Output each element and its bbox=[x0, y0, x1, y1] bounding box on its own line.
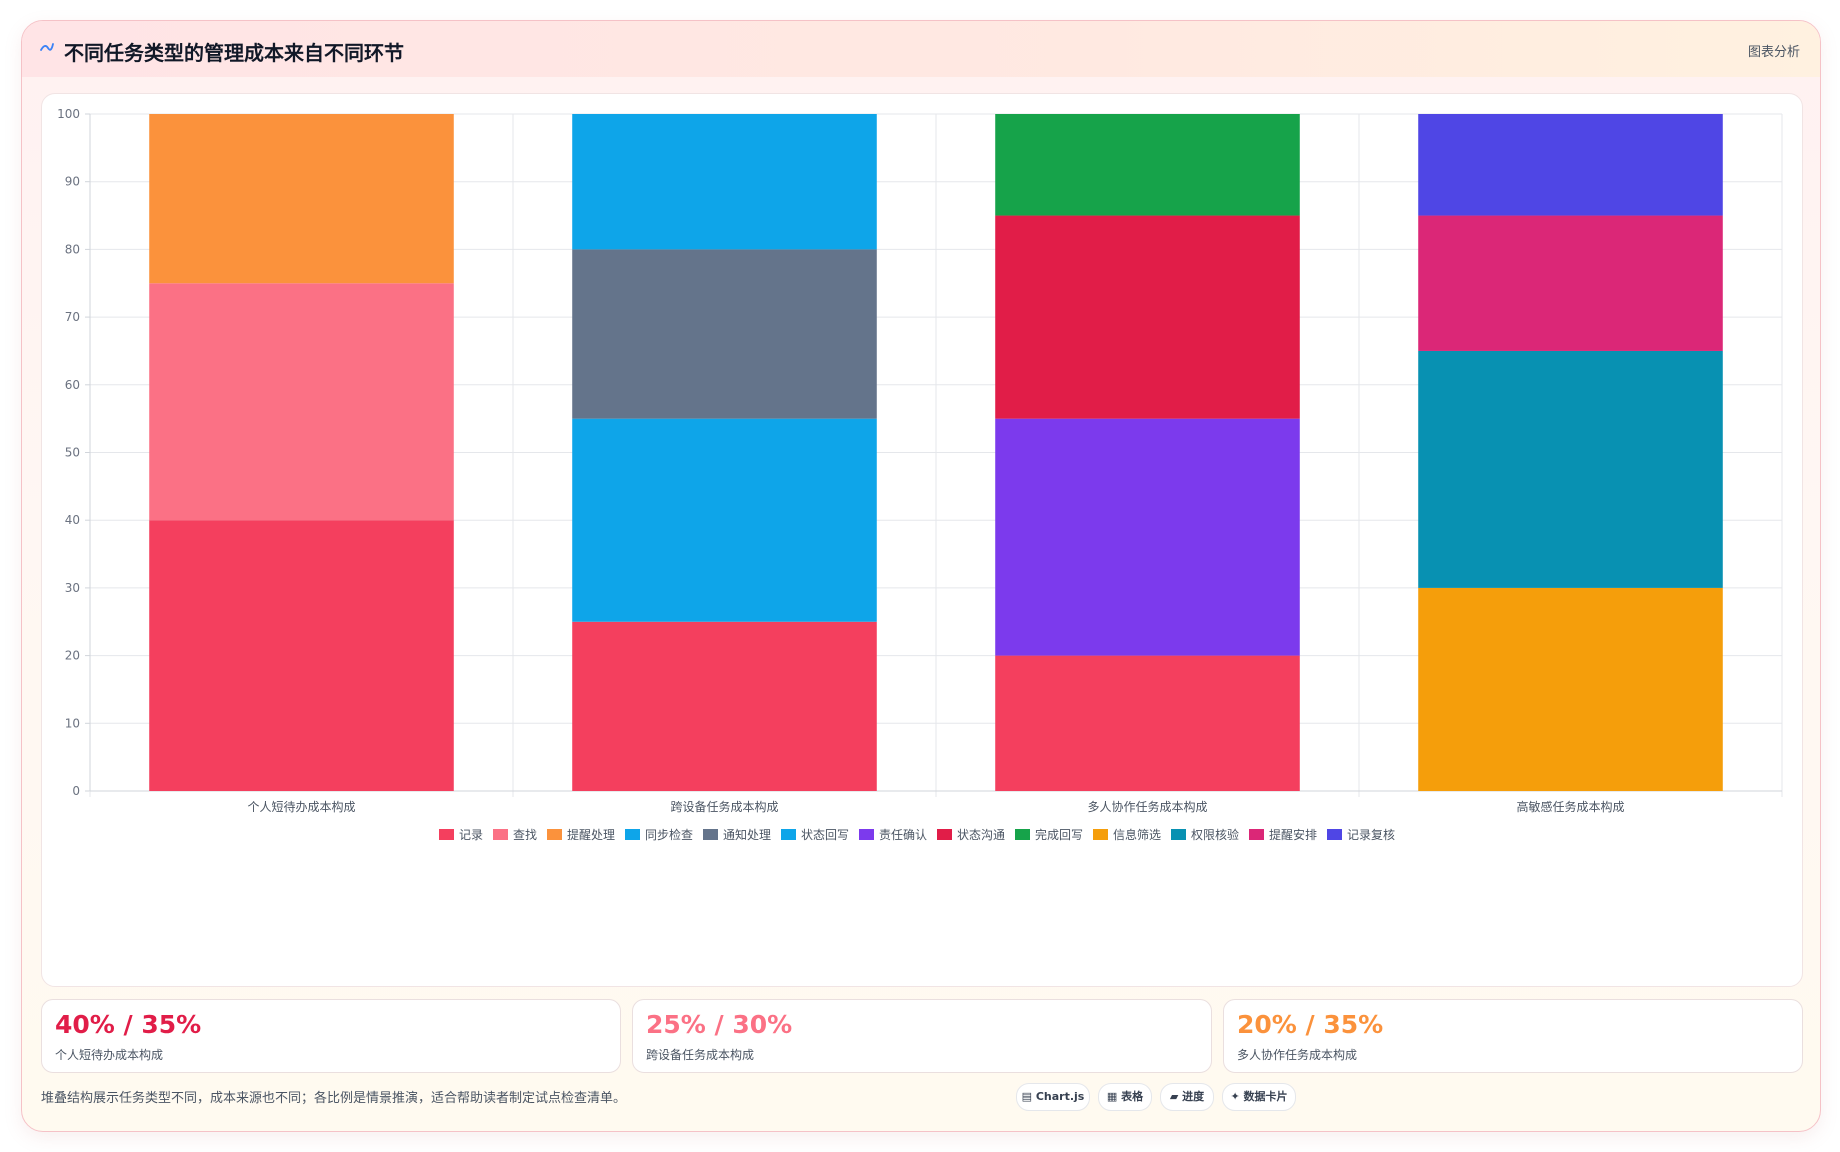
legend-swatch bbox=[1171, 829, 1186, 840]
footer-note: 堆叠结构展示任务类型不同，成本来源也不同；各比例是情景推演，适合帮助读者制定试点… bbox=[41, 1091, 627, 1106]
y-tick-label: 20 bbox=[65, 649, 80, 663]
page-title: 不同任务类型的管理成本来自不同环节 bbox=[64, 41, 404, 65]
legend-swatch bbox=[625, 829, 640, 840]
legend-item-label: 状态回写 bbox=[801, 828, 849, 842]
bar-segment bbox=[572, 249, 877, 419]
legend-swatch bbox=[937, 829, 952, 840]
legend-item-label: 提醒安排 bbox=[1269, 827, 1317, 842]
y-tick-label: 60 bbox=[65, 378, 80, 392]
stat-label: 个人短待办成本构成 bbox=[55, 1048, 164, 1062]
y-tick-label: 80 bbox=[65, 242, 80, 256]
bar-segment bbox=[572, 114, 877, 250]
legend-item-label: 权限核验 bbox=[1191, 827, 1239, 842]
stat-card-2: 25% / 30% 跨设备任务成本构成 bbox=[632, 999, 1212, 1073]
legend-swatch bbox=[547, 829, 562, 840]
bar-segment bbox=[149, 114, 454, 284]
legend-swatch bbox=[781, 829, 796, 840]
legend-item-label: 责任确认 bbox=[879, 828, 927, 842]
x-tick-label: 个人短待办成本构成 bbox=[247, 799, 355, 814]
bar-segment bbox=[995, 655, 1300, 791]
legend-swatch bbox=[1015, 829, 1030, 840]
chip-data-card[interactable]: ✦ 数据卡片 bbox=[1222, 1083, 1296, 1111]
chart-card: 不同任务类型的管理成本来自不同环节 图表分析 0 10 20 30 40 50 60 70 80… bbox=[21, 20, 1821, 1132]
y-tick-label: 90 bbox=[65, 175, 80, 189]
y-tick-label: 100 bbox=[57, 107, 80, 121]
legend-item-label: 信息筛选 bbox=[1113, 827, 1161, 842]
stat-value: 25% / 30% bbox=[646, 1010, 793, 1039]
y-tick-label: 0 bbox=[72, 784, 80, 798]
stat-label: 多人协作任务成本构成 bbox=[1237, 1048, 1358, 1062]
legend-swatch bbox=[493, 829, 508, 840]
stat-label: 跨设备任务成本构成 bbox=[646, 1048, 755, 1062]
stacked-bar-chart: 0 10 20 30 40 50 60 70 80 90 100 个人短待办成本构成 跨设备任务成本构成… bbox=[57, 107, 1783, 842]
legend-swatch bbox=[439, 829, 454, 840]
bar-segment bbox=[995, 418, 1300, 656]
legend-swatch bbox=[1093, 829, 1108, 840]
card-header: 不同任务类型的管理成本来自不同环节 图表分析 bbox=[22, 21, 1820, 77]
bar-segment bbox=[1418, 114, 1723, 216]
stat-card-3: 20% / 35% 多人协作任务成本构成 bbox=[1223, 999, 1803, 1073]
legend-swatch bbox=[1327, 829, 1342, 840]
legend-item-label: 记录 bbox=[459, 828, 483, 842]
stat-value: 20% / 35% bbox=[1237, 1010, 1384, 1039]
stat-value: 40% / 35% bbox=[55, 1010, 202, 1039]
legend-item-label: 通知处理 bbox=[723, 828, 771, 842]
legend-item-label: 完成回写 bbox=[1035, 827, 1083, 842]
chip-progress[interactable]: ▰ 进度 bbox=[1160, 1083, 1214, 1111]
legend-item-label: 同步检查 bbox=[645, 827, 693, 842]
stat-card-1: 40% / 35% 个人短待办成本构成 bbox=[41, 999, 621, 1073]
legend-item-label: 状态沟通 bbox=[957, 828, 1005, 842]
x-tick-label: 高敏感任务成本构成 bbox=[1516, 799, 1624, 814]
legend-swatch bbox=[703, 829, 718, 840]
y-tick-label: 70 bbox=[65, 310, 80, 324]
bar-segment bbox=[995, 215, 1300, 419]
bar-segment bbox=[149, 283, 454, 521]
legend-item-label: 记录复核 bbox=[1347, 828, 1395, 842]
x-tick-label: 多人协作任务成本构成 bbox=[1087, 799, 1207, 814]
legend-item-label: 查找 bbox=[513, 828, 537, 842]
bar-segment bbox=[1418, 215, 1723, 351]
bar-segment bbox=[572, 621, 877, 791]
bar-segment bbox=[149, 520, 454, 791]
legend-swatch bbox=[859, 829, 874, 840]
trend-icon bbox=[40, 43, 54, 51]
chart-panel: 0 10 20 30 40 50 60 70 80 90 100 个人短待办成本构成 跨设备任务成本构成… bbox=[41, 93, 1803, 987]
legend-item-label: 提醒处理 bbox=[567, 827, 615, 842]
chip-table[interactable]: ▦ 表格 bbox=[1098, 1083, 1152, 1111]
y-tick-label: 30 bbox=[65, 581, 80, 595]
y-tick-label: 50 bbox=[65, 446, 80, 460]
legend-swatch bbox=[1249, 829, 1264, 840]
bar-segment bbox=[1418, 350, 1723, 588]
bar-segment bbox=[995, 114, 1300, 216]
chart-analysis-label: 图表分析 bbox=[1747, 45, 1800, 60]
y-tick-label: 10 bbox=[65, 716, 80, 730]
y-tick-label: 40 bbox=[65, 513, 80, 527]
bar-segment bbox=[572, 418, 877, 622]
chip-chartjs[interactable]: ▤ Chart.js bbox=[1016, 1083, 1090, 1111]
bar-segment bbox=[1418, 587, 1723, 791]
x-tick-label: 跨设备任务成本构成 bbox=[670, 799, 778, 814]
